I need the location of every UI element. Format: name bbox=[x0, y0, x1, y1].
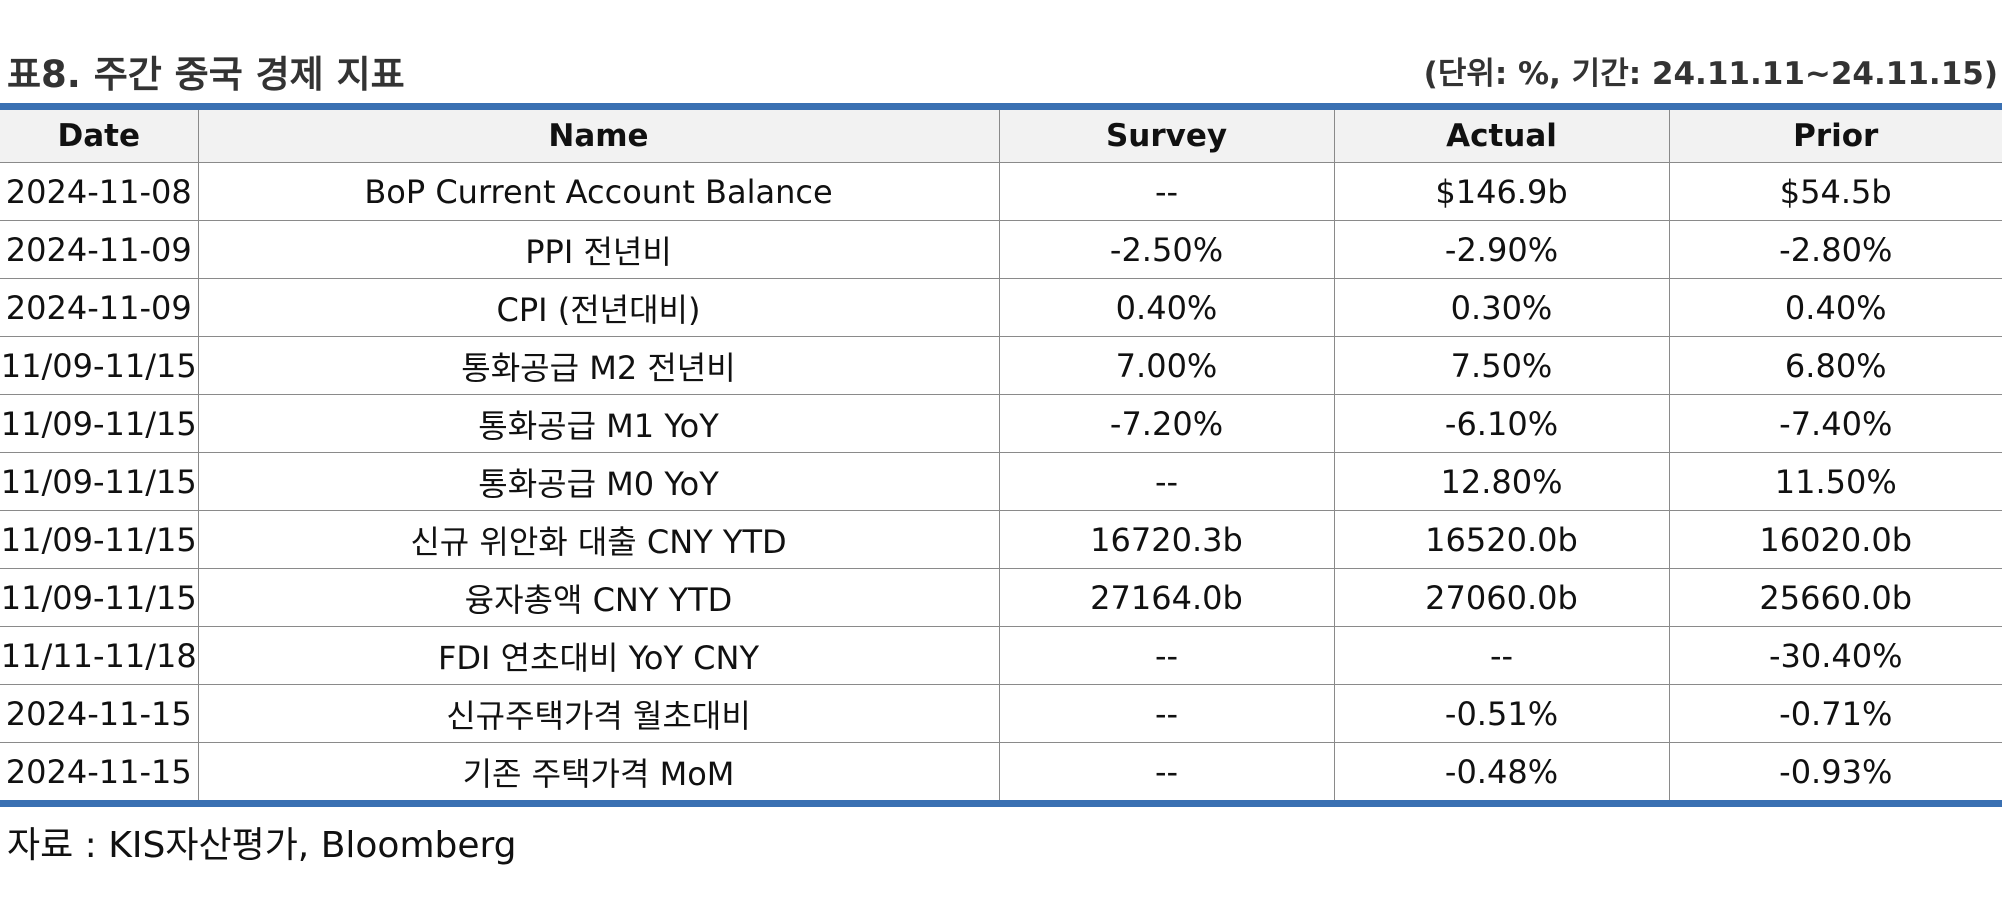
cell-survey: -- bbox=[998, 684, 1334, 743]
cell-actual: $146.9b bbox=[1333, 162, 1669, 221]
cell-name: 통화공급 M2 전년비 bbox=[197, 336, 999, 395]
table-row: 2024-11-15 기존 주택가격 MoM -- -0.48% -0.93% bbox=[0, 742, 2002, 800]
cell-prior: -30.40% bbox=[1668, 626, 2002, 685]
top-accent-rule bbox=[0, 103, 2002, 110]
table-row: 2024-11-09 CPI (전년대비) 0.40% 0.30% 0.40% bbox=[0, 278, 2002, 337]
cell-survey: 7.00% bbox=[998, 336, 1334, 395]
cell-date: 11/11-11/18 bbox=[0, 626, 198, 685]
cell-date: 11/09-11/15 bbox=[0, 510, 198, 569]
table-row: 11/11-11/18 FDI 연초대비 YoY CNY -- -- -30.40% bbox=[0, 626, 2002, 685]
cell-actual: -0.48% bbox=[1333, 742, 1669, 800]
cell-survey: 27164.0b bbox=[998, 568, 1334, 627]
cell-survey: -2.50% bbox=[998, 220, 1334, 279]
cell-date: 2024-11-08 bbox=[0, 162, 198, 221]
cell-survey: 0.40% bbox=[998, 278, 1334, 337]
cell-date: 2024-11-09 bbox=[0, 278, 198, 337]
table-row: 2024-11-15 신규주택가격 월초대비 -- -0.51% -0.71% bbox=[0, 684, 2002, 743]
cell-name: 기존 주택가격 MoM bbox=[197, 742, 999, 800]
cell-prior: -2.80% bbox=[1668, 220, 2002, 279]
cell-prior: 25660.0b bbox=[1668, 568, 2002, 627]
column-header-prior: Prior bbox=[1668, 110, 2002, 163]
table-title: 표8. 주간 중국 경제 지표 bbox=[7, 53, 405, 96]
table-header-row: Date Name Survey Actual Prior bbox=[0, 110, 2002, 163]
cell-survey: -- bbox=[998, 742, 1334, 800]
cell-survey: -- bbox=[998, 626, 1334, 685]
bottom-accent-rule bbox=[0, 800, 2002, 807]
cell-name: 융자총액 CNY YTD bbox=[197, 568, 999, 627]
cell-prior: 11.50% bbox=[1668, 452, 2002, 511]
table-row: 11/09-11/15 통화공급 M1 YoY -7.20% -6.10% -7.40% bbox=[0, 394, 2002, 453]
column-header-name: Name bbox=[197, 110, 999, 163]
cell-date: 11/09-11/15 bbox=[0, 452, 198, 511]
cell-date: 2024-11-15 bbox=[5, 752, 192, 791]
cell-survey: 16720.3b bbox=[998, 510, 1334, 569]
source-note: 자료 : KIS자산평가, Bloomberg bbox=[7, 825, 517, 866]
cell-name: 통화공급 M1 YoY bbox=[197, 394, 999, 453]
cell-prior: 16020.0b bbox=[1668, 510, 2002, 569]
cell-prior: -7.40% bbox=[1668, 394, 2002, 453]
table-row: 11/09-11/15 통화공급 M0 YoY -- 12.80% 11.50% bbox=[0, 452, 2002, 511]
cell-date: 2024-11-15 bbox=[0, 684, 198, 743]
cell-name: 통화공급 M0 YoY bbox=[197, 452, 999, 511]
column-header-date: Date bbox=[0, 110, 198, 163]
table-row: 11/09-11/15 융자총액 CNY YTD 27164.0b 27060.0b 2… bbox=[0, 568, 2002, 627]
table-row: 2024-11-08 BoP Current Account Balance -- $… bbox=[0, 162, 2002, 221]
cell-actual: 7.50% bbox=[1333, 336, 1669, 395]
cell-name: 신규 위안화 대출 CNY YTD bbox=[197, 510, 999, 569]
cell-name: BoP Current Account Balance bbox=[197, 162, 999, 221]
cell-actual: 0.30% bbox=[1333, 278, 1669, 337]
cell-name: FDI 연초대비 YoY CNY bbox=[197, 626, 999, 685]
column-header-survey: Survey bbox=[998, 110, 1334, 163]
column-header-actual: Actual bbox=[1333, 110, 1669, 163]
cell-name: 신규주택가격 월초대비 bbox=[197, 684, 999, 743]
cell-actual: -6.10% bbox=[1333, 394, 1669, 453]
cell-actual: -0.51% bbox=[1333, 684, 1669, 743]
cell-actual: 16520.0b bbox=[1333, 510, 1669, 569]
cell-survey: -7.20% bbox=[998, 394, 1334, 453]
cell-date: 11/09-11/15 bbox=[0, 336, 198, 395]
cell-date: 11/09-11/15 bbox=[0, 568, 198, 627]
cell-prior: $54.5b bbox=[1668, 162, 2002, 221]
table-body: 2024-11-08 BoP Current Account Balance -- $… bbox=[0, 162, 2002, 800]
cell-actual: -- bbox=[1333, 626, 1669, 685]
cell-survey: -- bbox=[998, 162, 1334, 221]
indicator-table: Date Name Survey Actual Prior 2024-11-08… bbox=[0, 110, 2002, 800]
cell-prior: 0.40% bbox=[1668, 278, 2002, 337]
cell-actual: 27060.0b bbox=[1333, 568, 1669, 627]
unit-period-note: (단위: %, 기간: 24.11.11~24.11.15) bbox=[1423, 56, 1998, 92]
cell-actual: -2.90% bbox=[1333, 220, 1669, 279]
table-header-bar: 표8. 주간 중국 경제 지표 (단위: %, 기간: 24.11.11~24.… bbox=[0, 44, 2002, 96]
cell-name: PPI 전년비 bbox=[197, 220, 999, 279]
cell-date: 2024-11-09 bbox=[0, 220, 198, 279]
table-row: 2024-11-09 PPI 전년비 -2.50% -2.90% -2.80% bbox=[0, 220, 2002, 279]
cell-prior: -0.93% bbox=[1668, 742, 2002, 800]
cell-actual: 12.80% bbox=[1333, 452, 1669, 511]
indicator-table-container: Date Name Survey Actual Prior 2024-11-08… bbox=[0, 103, 2002, 807]
cell-survey: -- bbox=[998, 452, 1334, 511]
cell-name: CPI (전년대비) bbox=[197, 278, 999, 337]
cell-prior: 6.80% bbox=[1668, 336, 2002, 395]
cell-prior: -0.71% bbox=[1668, 684, 2002, 743]
table-row: 11/09-11/15 통화공급 M2 전년비 7.00% 7.50% 6.80% bbox=[0, 336, 2002, 395]
table-row: 11/09-11/15 신규 위안화 대출 CNY YTD 16720.3b 1652… bbox=[0, 510, 2002, 569]
cell-date: 11/09-11/15 bbox=[0, 394, 198, 453]
